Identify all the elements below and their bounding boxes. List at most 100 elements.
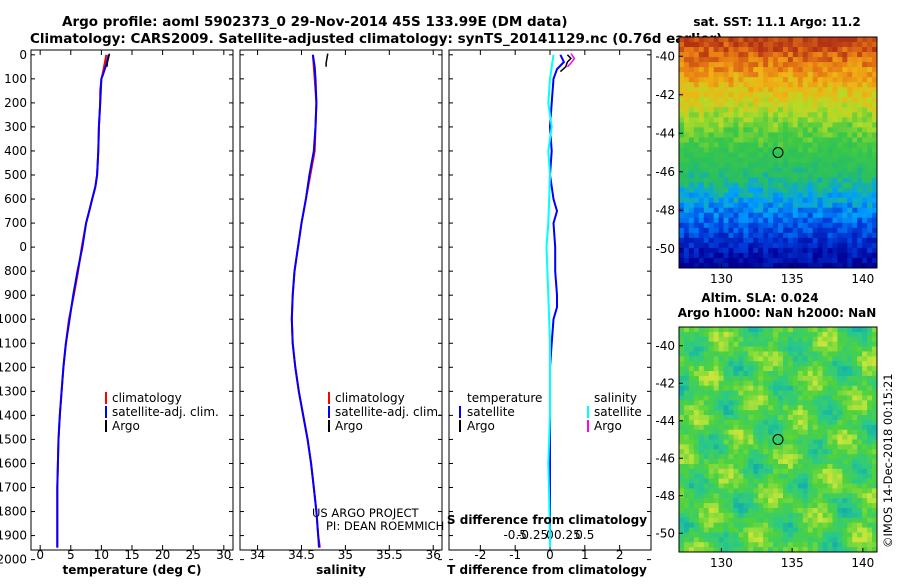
map-cell <box>703 92 710 98</box>
map-cell <box>723 217 729 224</box>
map-cell <box>708 62 715 68</box>
map-cell <box>807 537 814 543</box>
map-cell <box>753 167 759 173</box>
map-cell <box>728 488 734 494</box>
map-cell <box>768 167 774 173</box>
map-cell <box>679 257 685 264</box>
diff-legend-s-satellite: satellite <box>594 405 642 419</box>
map-cell <box>842 192 848 199</box>
map-cell <box>708 97 715 103</box>
map-cell <box>728 478 734 484</box>
map-cell <box>807 252 814 259</box>
map-cell <box>802 507 809 514</box>
map-cell <box>827 202 833 209</box>
map-cell <box>822 157 828 163</box>
map-cell <box>688 341 695 347</box>
map-cell <box>862 454 868 460</box>
map-cell <box>802 512 809 519</box>
map-cell <box>872 512 878 519</box>
map-cell <box>832 127 838 133</box>
map-cell <box>713 37 719 43</box>
map-cell <box>718 72 724 78</box>
map-cell <box>852 439 858 445</box>
map-cell <box>797 187 804 194</box>
map-cell <box>748 97 754 103</box>
map-cell <box>703 87 710 93</box>
map-cell <box>768 237 774 244</box>
map-cell <box>748 72 754 78</box>
map-cell <box>768 37 774 43</box>
map-cell <box>797 132 804 138</box>
map-cell <box>867 356 873 362</box>
map-cell <box>718 473 724 480</box>
map-cell <box>738 410 744 416</box>
map-cell <box>693 439 700 445</box>
map-cell <box>837 341 843 347</box>
map-cell <box>782 473 789 480</box>
map-cell <box>787 542 794 548</box>
map-cell <box>698 217 705 224</box>
map-cell <box>822 187 828 194</box>
map-cell <box>713 522 719 528</box>
map-cell <box>693 252 700 259</box>
map-cell <box>683 463 690 470</box>
map-cell <box>698 478 705 484</box>
map-cell <box>862 137 868 143</box>
map-cell <box>822 47 828 53</box>
map-cell <box>688 197 695 204</box>
map-cell <box>797 202 804 209</box>
map-cell <box>857 37 863 43</box>
map-cell <box>862 242 868 249</box>
map-cell <box>679 87 685 93</box>
map-cell <box>773 62 779 68</box>
map-cell <box>708 410 715 416</box>
map-cell <box>763 122 769 128</box>
map-cell <box>852 167 858 173</box>
map-cell <box>718 37 724 43</box>
map-cell <box>748 102 754 108</box>
map-cell <box>703 419 710 426</box>
map-cell <box>708 187 715 194</box>
map-cell <box>728 162 734 168</box>
map-cell <box>703 463 710 470</box>
map-cell <box>807 395 814 401</box>
map-cell <box>827 498 833 504</box>
map-cell <box>708 182 715 189</box>
map-cell <box>872 517 878 524</box>
map-cell <box>718 366 724 372</box>
map-cell <box>723 232 729 239</box>
map-cell <box>683 167 690 173</box>
map-cell <box>822 331 828 338</box>
map-cell <box>758 468 764 475</box>
map-cell <box>832 237 838 244</box>
map-cell <box>698 132 705 138</box>
map-cell <box>728 82 734 88</box>
map-cell <box>837 42 843 48</box>
map-cell <box>693 52 700 58</box>
map-cell <box>688 107 695 113</box>
map-cell <box>872 72 878 78</box>
map-cell <box>827 167 833 173</box>
map-cell <box>852 262 858 269</box>
map-cell <box>708 478 715 484</box>
sla-map-title: Altim. SLA: 0.024 <box>701 291 818 305</box>
map-cell <box>852 127 858 133</box>
map-cell <box>703 361 710 367</box>
map-cell <box>688 444 695 450</box>
map-cell <box>728 522 734 528</box>
map-cell <box>733 117 739 123</box>
map-cell <box>852 434 858 440</box>
map-cell <box>773 410 779 416</box>
map-cell <box>797 512 804 519</box>
map-cell <box>743 167 749 173</box>
map-cell <box>738 182 744 189</box>
map-cell <box>812 463 818 470</box>
map-cell <box>832 419 838 426</box>
map-cell <box>872 341 878 347</box>
map-cell <box>768 217 774 224</box>
map-cell <box>862 375 868 382</box>
map-cell <box>817 107 823 113</box>
map-cell <box>792 97 799 103</box>
map-cell <box>807 97 814 103</box>
map-cell <box>857 182 863 189</box>
